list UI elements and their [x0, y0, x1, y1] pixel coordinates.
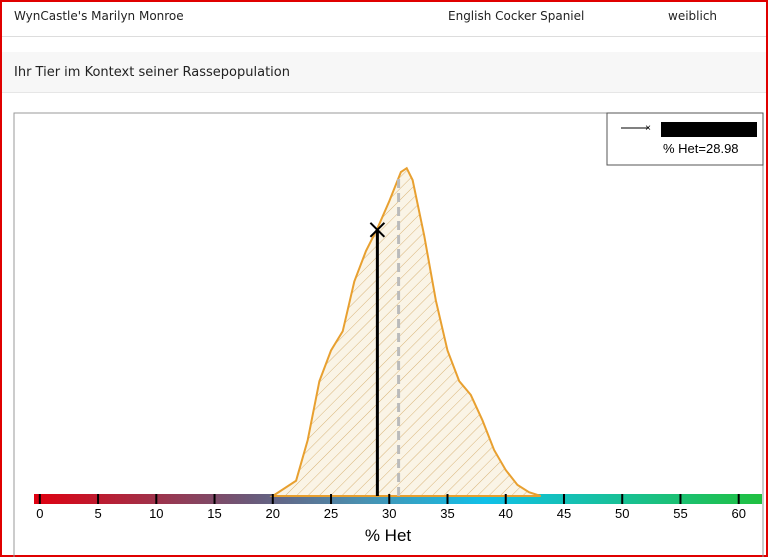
dog-name: WynCastle's Marilyn Monroe	[14, 9, 184, 23]
legend-label: % Het=28.98	[663, 141, 739, 156]
x-tick-label: 50	[615, 506, 629, 521]
x-tick-label: 60	[731, 506, 745, 521]
marker-cross	[369, 222, 386, 238]
legend-box	[606, 112, 764, 166]
plot-frame	[13, 112, 764, 557]
x-tick-label: 45	[557, 506, 571, 521]
x-tick-label: 20	[266, 506, 280, 521]
redacted	[661, 122, 757, 137]
section-title: Ihr Tier im Kontext seiner Rassepopulati…	[14, 65, 290, 80]
density-area	[269, 166, 542, 497]
legend: × % Het=28.98	[606, 112, 764, 166]
section-header: Ihr Tier im Kontext seiner Rassepopulati…	[2, 52, 766, 93]
x-tick-label: 15	[207, 506, 221, 521]
dog-breed: English Cocker Spaniel	[448, 9, 585, 23]
x-tick-label: 25	[324, 506, 338, 521]
x-tick-label: 35	[440, 506, 454, 521]
color-bar	[34, 494, 762, 504]
header-row: WynCastle's Marilyn Monroe English Cocke…	[2, 0, 766, 37]
dog-sex: weiblich	[668, 9, 718, 23]
x-axis-label: % Het	[365, 526, 412, 545]
x-tick-label: 30	[382, 506, 396, 521]
x-tick-label: 0	[36, 506, 43, 521]
x-tick-label: 10	[149, 506, 163, 521]
legend-marker: ×	[645, 123, 651, 134]
x-tick-label: 5	[94, 506, 101, 521]
x-tick-label: 55	[673, 506, 687, 521]
x-tick-label: 40	[499, 506, 513, 521]
